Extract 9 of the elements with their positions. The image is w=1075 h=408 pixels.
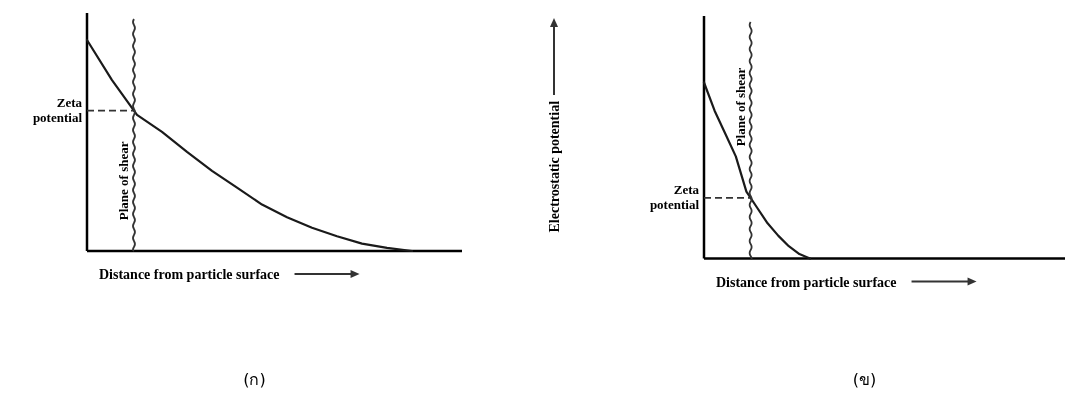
ylabel: Electrostatic potential [547, 100, 562, 233]
ref-label: Plane of shear [732, 67, 748, 147]
ref-label: Zeta potential [32, 94, 82, 125]
ref-label: Zeta potential [649, 181, 699, 212]
xlabel: Distance from particle surface [716, 274, 897, 290]
xlabel: Distance from particle surface [99, 267, 280, 282]
annotation: (ข) [852, 370, 877, 389]
ref-label: Plane of shear [115, 141, 131, 221]
annotation: (ก) [243, 370, 266, 389]
